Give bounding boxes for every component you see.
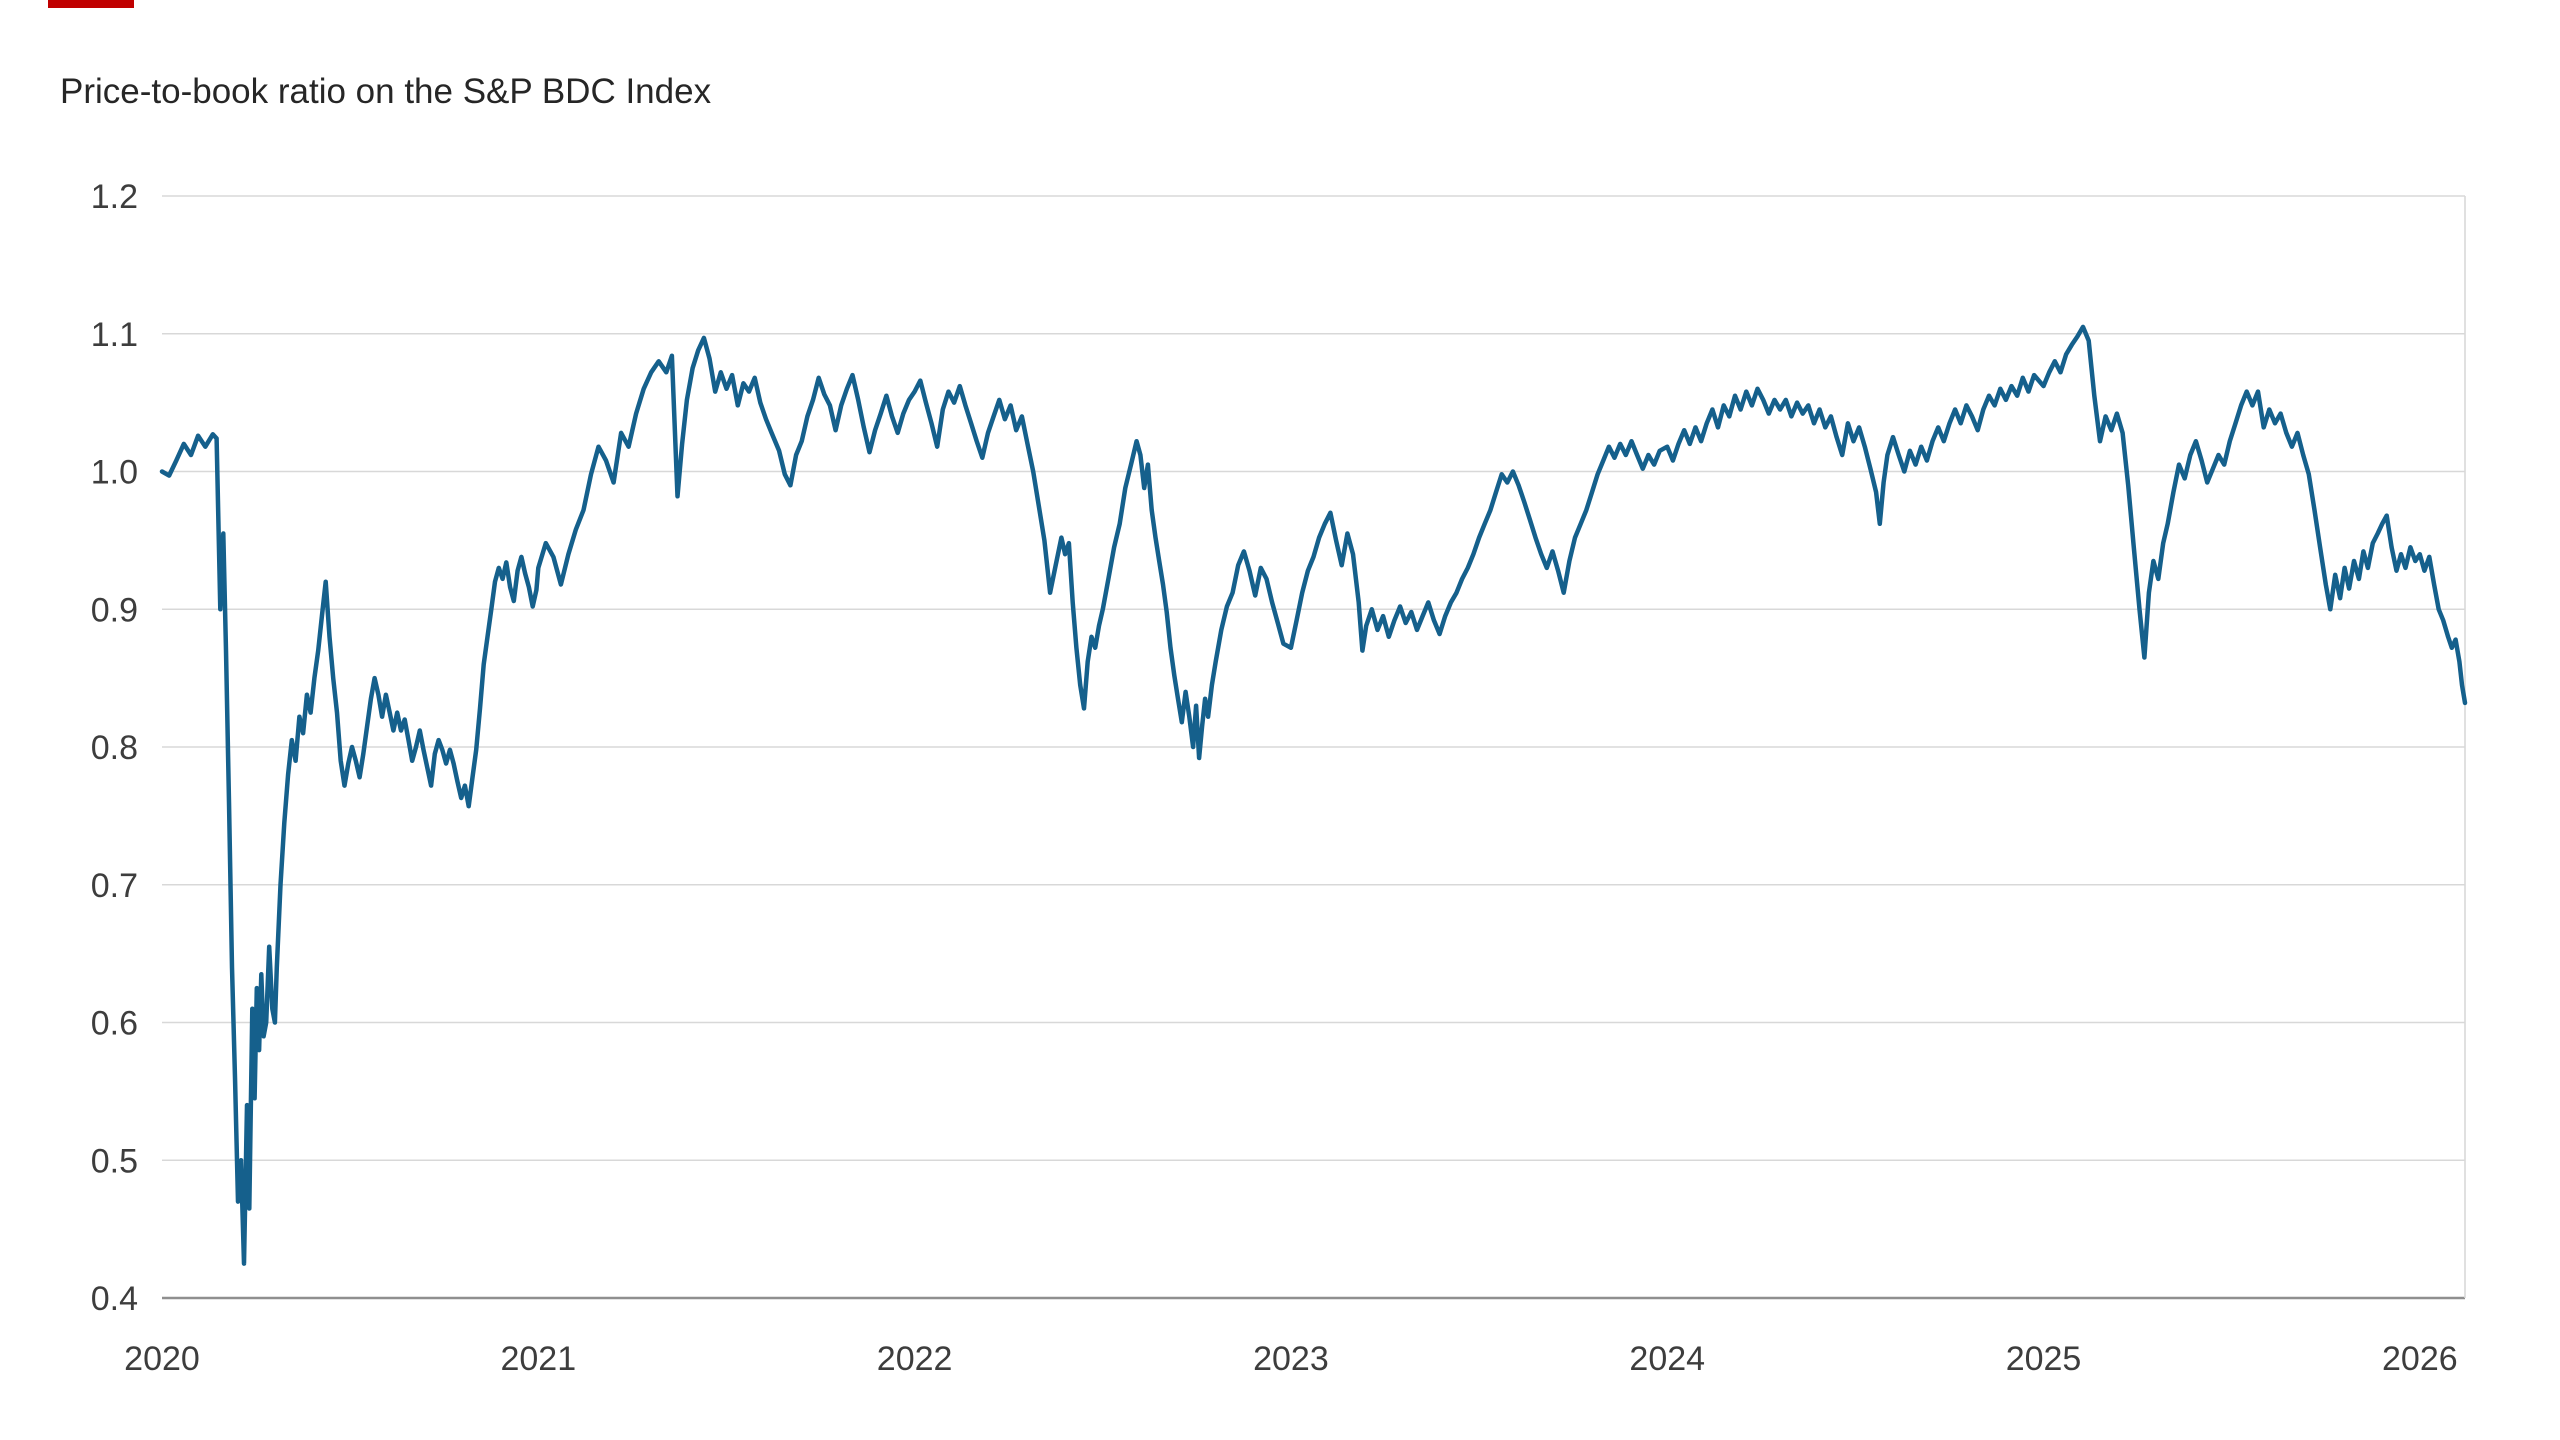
y-tick-label: 0.6 [91,1005,138,1043]
x-tick-label: 2023 [1253,1340,1329,1378]
chart-title: Price-to-book ratio on the S&P BDC Index [60,72,712,111]
y-tick-label: 0.4 [91,1280,138,1318]
x-tick-label: 2022 [877,1340,953,1378]
y-tick-label: 1.0 [91,454,138,492]
x-tick-label: 2026 [2382,1340,2458,1378]
x-tick-label: 2025 [2006,1340,2082,1378]
x-tick-label: 2020 [124,1340,200,1378]
y-tick-label: 1.1 [91,316,138,354]
x-tick-label: 2021 [500,1340,576,1378]
y-tick-label: 1.2 [91,178,138,216]
y-tick-label: 0.5 [91,1142,138,1180]
y-tick-label: 0.9 [91,591,138,629]
y-tick-label: 0.8 [91,729,138,767]
top-left-red-mark [48,0,134,8]
y-tick-label: 0.7 [91,867,138,905]
series-line-price-to-book [159,324,2468,1266]
x-tick-label: 2024 [1629,1340,1705,1378]
